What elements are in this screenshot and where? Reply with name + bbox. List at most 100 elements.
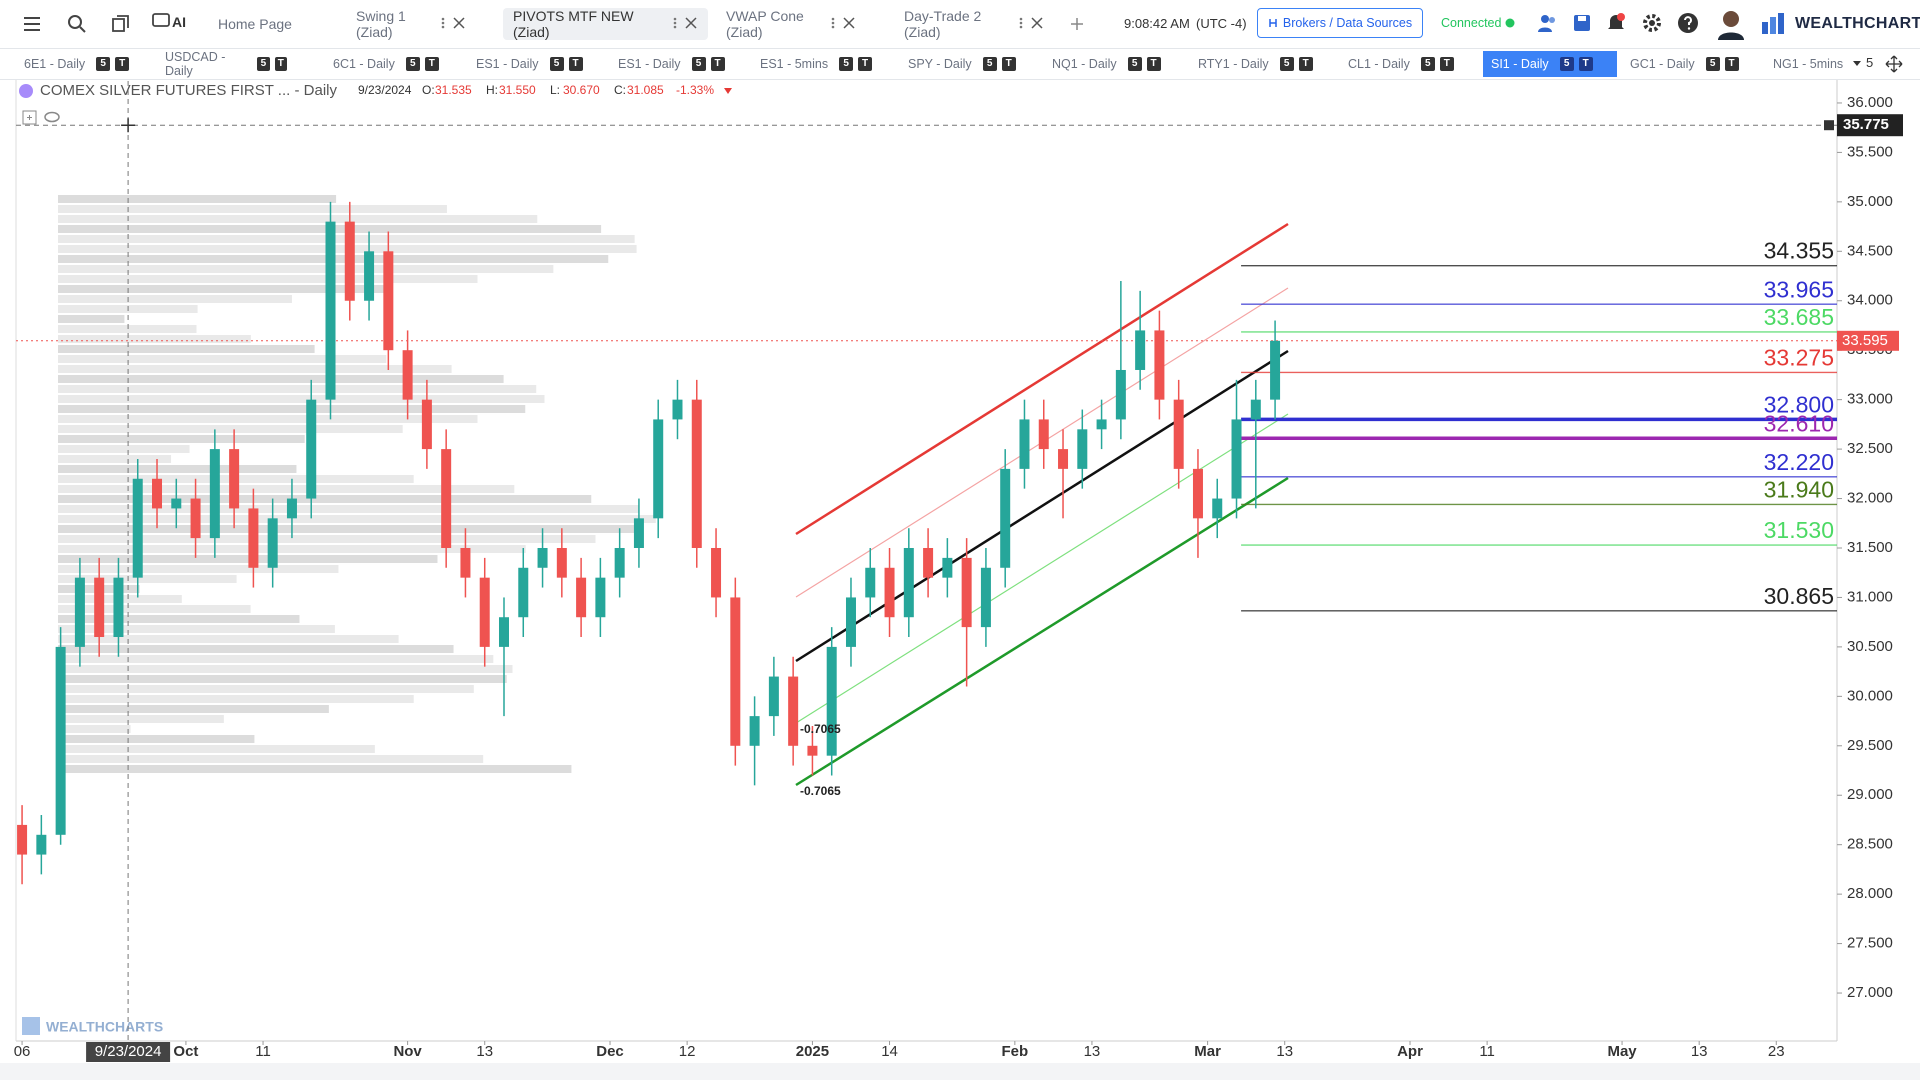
- search-icon[interactable]: [67, 14, 87, 34]
- symbol-tabs: 5 6E1 - Daily 5 T USDCAD - Daily 5 T 6C1 - Dai…: [0, 49, 1920, 80]
- symbol-tab-badge: 5: [257, 57, 270, 71]
- workspace-tab[interactable]: VWAP Cone (Ziad): [716, 8, 866, 40]
- legend-date: 9/23/2024: [358, 83, 412, 97]
- symbol-tab[interactable]: CL1 - Daily 5 T: [1340, 51, 1478, 77]
- candle-body: [498, 617, 509, 647]
- volume-profile-bar: [58, 315, 125, 323]
- volume-profile-bar: [58, 745, 375, 753]
- add-indicator-icon[interactable]: [22, 110, 37, 125]
- ai-label: AI: [172, 14, 186, 30]
- symbol-tab-label: USDCAD - Daily: [165, 50, 226, 78]
- candle-body: [788, 676, 799, 746]
- symbol-tab-badge: T: [1578, 57, 1593, 71]
- volume-profile-bar: [58, 615, 300, 623]
- add-tab-icon[interactable]: [1068, 15, 1086, 33]
- volume-profile-bar: [58, 375, 504, 383]
- volume-profile-bar: [58, 355, 387, 363]
- workspace-tab[interactable]: Day-Trade 2 (Ziad): [894, 8, 1054, 40]
- users-icon[interactable]: [1537, 12, 1559, 34]
- ai-button[interactable]: AI: [152, 12, 186, 30]
- symbol-tab-badge: T: [858, 57, 873, 71]
- symbol-tab[interactable]: ES1 - Daily 5 T: [468, 51, 606, 77]
- brokers-button[interactable]: Brokers / Data Sources: [1257, 8, 1423, 38]
- symbol-tab[interactable]: NQ1 - Daily 5 T: [1044, 51, 1182, 77]
- settings-icon[interactable]: [1641, 12, 1663, 34]
- volume-profile-bar: [58, 435, 305, 443]
- candle-body: [94, 577, 105, 638]
- symbol-tab[interactable]: ES1 - Daily 5 T: [610, 51, 748, 77]
- tab-menu-close[interactable]: [440, 17, 466, 29]
- symbol-tab-badge: 5: [1705, 57, 1720, 71]
- workspace-tab[interactable]: Home Page: [208, 8, 318, 40]
- menu-icon[interactable]: [22, 14, 42, 34]
- volume-profile-bar: [58, 635, 399, 643]
- alerts-icon[interactable]: [1606, 12, 1626, 34]
- tab-menu-close[interactable]: [1018, 17, 1044, 29]
- visibility-icon[interactable]: [44, 111, 60, 123]
- symbol-tab[interactable]: GC1 - Daily 5 T: [1622, 51, 1760, 77]
- candle-body: [614, 547, 625, 578]
- tab-icons: [440, 16, 466, 32]
- candle-body: [248, 508, 259, 568]
- help-icon[interactable]: [1677, 12, 1699, 34]
- tab-icons: [1018, 16, 1044, 32]
- x-tick-label: 14: [881, 1043, 898, 1060]
- candle-body: [1231, 419, 1242, 499]
- candle-body: [402, 350, 413, 400]
- symbol-tab[interactable]: NG1 - 5mins: [1765, 51, 1903, 77]
- symbol-tab-badge: 5: [549, 57, 564, 71]
- ohlc-legend: 9/23/2024 O: 31.535 H: 31.550 L: 30.670 C: 31.08…: [358, 83, 732, 97]
- candle-body: [1000, 468, 1011, 568]
- symbol-tab[interactable]: 6C1 - Daily 5 T: [325, 51, 463, 77]
- symbol-tab[interactable]: SPY - Daily 5 T: [900, 51, 1038, 77]
- volume-profile-bar: [58, 525, 641, 533]
- candle-body: [209, 449, 220, 539]
- tab-menu-close[interactable]: [672, 17, 698, 29]
- volume-profile-bar: [58, 485, 515, 493]
- add-indicator-plus: [27, 115, 32, 120]
- expand-icon[interactable]: [1885, 55, 1903, 73]
- x-tick-label: Oct: [173, 1043, 198, 1060]
- symbol-tab-label: SPY - Daily: [908, 57, 972, 71]
- symbol-tab-badge: 5: [96, 57, 111, 71]
- symbol-tab-label: NG1 - 5mins: [1773, 57, 1844, 71]
- symbol-tab-label: 6E1 - Daily: [24, 57, 86, 71]
- y-tick-label: 29.500: [1847, 737, 1893, 754]
- trend-annotation: -0.7065: [800, 722, 841, 736]
- pivot-level-label: 31.940: [1764, 477, 1834, 503]
- x-tick-label: Feb: [1002, 1043, 1029, 1060]
- volume-profile-bar: [58, 385, 537, 393]
- crosshair-date-label: 9/23/2024: [95, 1043, 162, 1060]
- symbol-tab-badge: 5: [405, 57, 420, 71]
- volume-profile-bar: [58, 645, 454, 653]
- symbol-tab[interactable]: 6E1 - Daily 5 T: [16, 51, 154, 77]
- tab-menu-close[interactable]: [830, 17, 856, 29]
- y-tick-label: 36.000: [1847, 94, 1893, 111]
- crosshair-plus-icon: [1824, 120, 1834, 131]
- pivot-level-label: 33.275: [1764, 345, 1834, 371]
- candle-body: [576, 577, 587, 618]
- workspace-tab[interactable]: Swing 1 (Ziad): [346, 8, 476, 40]
- volume-profile-bar: [58, 755, 484, 763]
- symbol-tab[interactable]: USDCAD - Daily 5 T: [157, 50, 295, 78]
- candle-body: [730, 597, 741, 746]
- symbol-tab[interactable]: SI1 - Daily 5 T: [1483, 51, 1617, 77]
- tabs-overflow[interactable]: 5: [1852, 55, 1873, 70]
- volume-profile-bar: [58, 205, 447, 213]
- avatar[interactable]: [1716, 8, 1746, 40]
- workspace-tab[interactable]: PIVOTS MTF NEW (Ziad): [503, 8, 708, 40]
- x-tick-label: 11: [1479, 1043, 1495, 1060]
- candle-body: [1019, 419, 1030, 469]
- save-icon[interactable]: [1572, 13, 1592, 33]
- legend-value: 31.535: [435, 83, 472, 97]
- candle-body: [980, 567, 991, 628]
- symbol-tab[interactable]: RTY1 - Daily 5 T: [1190, 51, 1328, 77]
- volume-profile-bar: [58, 695, 414, 703]
- symbol-tab-badge: T: [1001, 57, 1016, 71]
- layout-icon[interactable]: [111, 14, 131, 34]
- brand-logo: [1762, 13, 1784, 34]
- candle-body: [845, 597, 856, 647]
- candle-body: [325, 221, 336, 400]
- candle-body: [518, 567, 529, 618]
- symbol-tab[interactable]: ES1 - 5mins 5 T: [752, 51, 890, 77]
